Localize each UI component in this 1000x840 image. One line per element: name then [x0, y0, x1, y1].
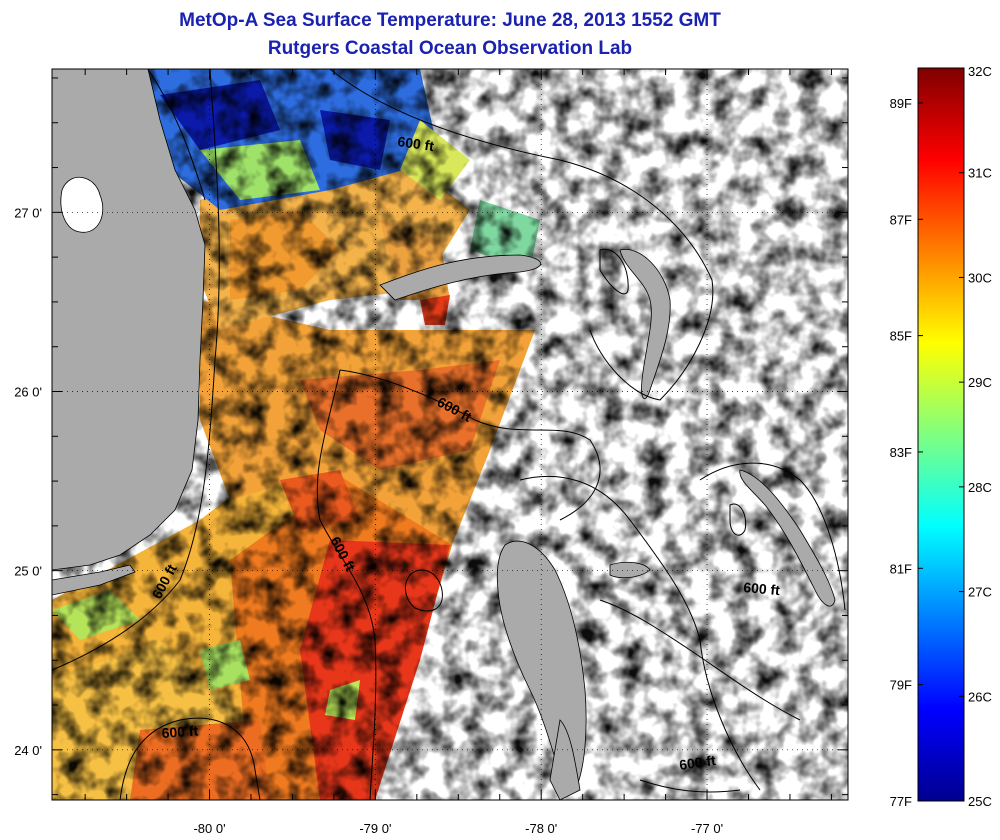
colorbar-celsius-label: 30C — [968, 270, 992, 285]
colorbar-fahrenheit-label: 87F — [890, 212, 912, 227]
map-frame — [51, 68, 849, 801]
bathymetry-contours — [52, 69, 846, 800]
x-tick-label: -79 0' — [359, 821, 391, 836]
contour-label: 600 ft — [678, 752, 717, 773]
land — [52, 69, 836, 800]
colorbar-celsius-label: 26C — [968, 689, 992, 704]
y-tick-label: 26 0' — [14, 385, 42, 400]
frame-ticks — [52, 69, 848, 800]
colorbar-fahrenheit-label: 83F — [890, 445, 912, 460]
colorbar-celsius-label: 28C — [968, 480, 992, 495]
map-subtitle: Rutgers Coastal Ocean Observation Lab — [267, 38, 633, 59]
colorbar-gradient — [917, 67, 965, 802]
colorbar-celsius-label: 29C — [968, 375, 992, 390]
abaco — [619, 248, 671, 400]
graticule-grid — [52, 69, 848, 800]
y-tick-label: 24 0' — [14, 743, 42, 758]
colorbar-fahrenheit-label: 79F — [890, 678, 912, 693]
colorbar-celsius-label: 31C — [968, 166, 992, 181]
map-title: MetOp-A Sea Surface Temperature: June 28… — [179, 10, 721, 31]
y-tick-label: 27 0' — [14, 205, 42, 220]
colorbar-celsius-label: 32C — [968, 64, 992, 79]
grand-bahama — [379, 254, 541, 301]
colorbar-celsius-label: 25C — [968, 794, 992, 809]
contour-label: 600 ft — [397, 133, 436, 154]
colorbar: 32C 31C 30C 29C 28C 27C 26C 25C 89F 87F 85F 83F 81F 7… — [890, 64, 992, 809]
x-tick-label: -78 0' — [525, 821, 557, 836]
colorbar-fahrenheit-label: 77F — [890, 794, 912, 809]
contour-label: 600 ft — [161, 722, 199, 741]
colorbar-celsius-label: 27C — [968, 585, 992, 600]
axis-labels: -80 0' -79 0' -78 0' -77 0' 27 0' 26 0' 25 0' 2… — [14, 205, 723, 836]
colorbar-fahrenheit-label: 89F — [890, 96, 912, 111]
colorbar-fahrenheit-label: 81F — [890, 561, 912, 576]
y-tick-label: 25 0' — [14, 564, 42, 579]
contour-label: 600 ft — [743, 579, 781, 598]
eleuthera — [739, 469, 836, 607]
x-tick-label: -80 0' — [193, 821, 225, 836]
colorbar-fahrenheit-label: 85F — [890, 329, 912, 344]
x-tick-label: -77 0' — [691, 821, 723, 836]
